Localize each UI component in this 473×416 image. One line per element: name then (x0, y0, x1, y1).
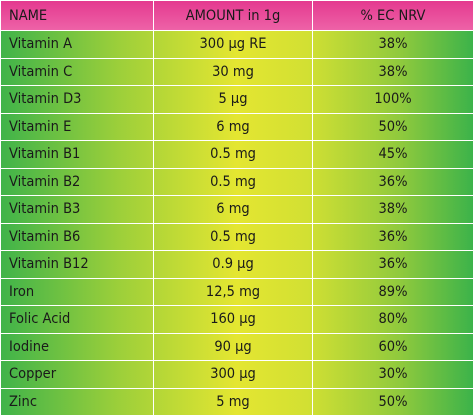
table-cell: 38% (313, 58, 473, 86)
table-cell: 36% (313, 168, 473, 196)
table-cell: 0.9 µg (154, 251, 313, 279)
table-cell: 100% (313, 86, 473, 114)
table-cell: 80% (313, 306, 473, 334)
table-cell: 89% (313, 278, 473, 306)
header-cell: % EC NRV (313, 1, 473, 31)
table-cell: 6 mg (154, 196, 313, 224)
table-cell: Vitamin B6 (1, 223, 154, 251)
table-cell: 50% (313, 113, 473, 141)
table-cell: 36% (313, 251, 473, 279)
table-cell: 12,5 mg (154, 278, 313, 306)
table-cell: 30 mg (154, 58, 313, 86)
table-cell: 38% (313, 196, 473, 224)
table-cell: Vitamin B12 (1, 251, 154, 279)
table-cell: 300 µg (154, 361, 313, 389)
table-cell: 160 µg (154, 306, 313, 334)
table-cell: 30% (313, 361, 473, 389)
table-cell: Zinc (1, 388, 154, 416)
table-cell: Vitamin B2 (1, 168, 154, 196)
table-cell: 45% (313, 141, 473, 169)
table-cell: Vitamin A (1, 31, 154, 59)
table-cell: Vitamin B1 (1, 141, 154, 169)
table-cell: 5 mg (154, 388, 313, 416)
table-cell: 0.5 mg (154, 168, 313, 196)
table-cell: Copper (1, 361, 154, 389)
table-cell: Folic Acid (1, 306, 154, 334)
table-cell: Vitamin B3 (1, 196, 154, 224)
header-cell: AMOUNT in 1g (154, 1, 313, 31)
table-cell: 0.5 mg (154, 223, 313, 251)
table-cell: Iodine (1, 333, 154, 361)
table-cell: 300 µg RE (154, 31, 313, 59)
table-cell: Vitamin D3 (1, 86, 154, 114)
table-cell: 6 mg (154, 113, 313, 141)
table-cell: 60% (313, 333, 473, 361)
table-cell: 38% (313, 31, 473, 59)
table-cell: 50% (313, 388, 473, 416)
table-cell: Vitamin E (1, 113, 154, 141)
table-cell: 90 µg (154, 333, 313, 361)
header-row: NAME AMOUNT in 1g % EC NRV (1, 1, 473, 31)
header-cell: NAME (1, 1, 154, 31)
table-cell: 36% (313, 223, 473, 251)
table-cell: Iron (1, 278, 154, 306)
table-cell: 0.5 mg (154, 141, 313, 169)
table-cell: 5 µg (154, 86, 313, 114)
table-cell: Vitamin C (1, 58, 154, 86)
